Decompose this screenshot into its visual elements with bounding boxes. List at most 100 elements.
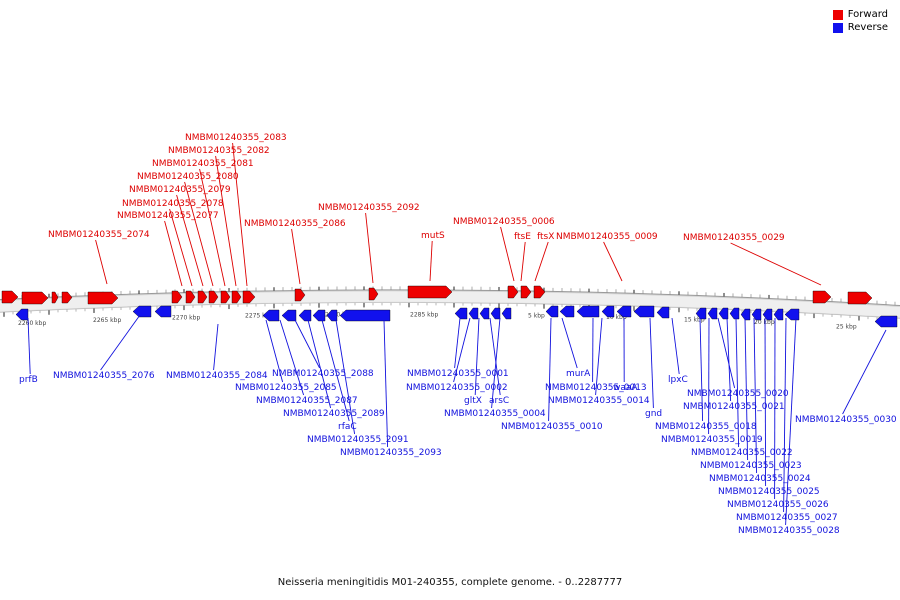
gene-feature-reverse[interactable]: [729, 307, 740, 320]
gene-feature-reverse[interactable]: [559, 305, 575, 318]
gene-feature-reverse[interactable]: [132, 305, 152, 318]
gene-feature-forward[interactable]: [87, 291, 119, 305]
gene-feature-forward[interactable]: [21, 291, 49, 305]
gene-label-layer: NMBM01240355_2074 NMBM01240355_2077 NMBM01…: [19, 133, 897, 536]
gene-feature-reverse[interactable]: [740, 308, 751, 321]
gene-label: NMBM01240355_2091: [307, 435, 409, 445]
gene-feature-reverse[interactable]: [762, 308, 773, 321]
label-leader-line: [474, 317, 480, 396]
label-leader-line: [726, 317, 732, 402]
gene-feature-reverse[interactable]: [633, 305, 655, 318]
gene-label: NMBM01240355_2077: [117, 211, 219, 221]
legend-swatch-forward: [832, 9, 843, 20]
gene-label: NMBM01240355_0027: [736, 513, 838, 523]
gene-feature-forward[interactable]: [294, 288, 306, 302]
tick-label: 25 kbp: [836, 323, 857, 330]
gene-feature-reverse[interactable]: [751, 308, 762, 321]
gene-feature-reverse[interactable]: [601, 305, 615, 318]
gene-label: NMBM01240355_0009: [556, 232, 658, 242]
gene-label: arsC: [489, 396, 509, 406]
gene-feature-forward[interactable]: [242, 290, 256, 304]
gene-feature-reverse[interactable]: [312, 309, 326, 322]
label-leader-line: [365, 212, 374, 284]
label-leader-lines: [27, 142, 887, 526]
gene-label: NMBM01240355_0018: [655, 422, 757, 432]
gene-feature-reverse[interactable]: [718, 307, 729, 320]
tick-label: 10 kbp: [606, 314, 627, 321]
gene-feature-reverse[interactable]: [339, 309, 391, 322]
gene-feature-reverse[interactable]: [874, 315, 898, 328]
gene-feature-reverse[interactable]: [576, 305, 600, 318]
gene-feature-reverse[interactable]: [262, 309, 280, 322]
gene-feature-forward[interactable]: [368, 287, 379, 301]
gene-feature-forward[interactable]: [61, 291, 73, 304]
gene-feature-reverse[interactable]: [154, 305, 172, 318]
label-leader-line: [294, 319, 321, 369]
gene-label: rfaC: [338, 422, 357, 432]
gene-feature-reverse[interactable]: [490, 307, 501, 320]
label-leader-line: [176, 194, 204, 287]
gene-feature-reverse[interactable]: [326, 309, 338, 322]
label-leader-line: [100, 314, 141, 371]
gene-label: NMBM01240355_0023: [700, 461, 802, 471]
tick-label: 20 kbp: [754, 319, 775, 326]
label-leader-line: [603, 241, 623, 282]
gene-feature-layer[interactable]: [1, 285, 898, 328]
legend: Forward Reverse: [832, 8, 888, 34]
gene-feature-forward[interactable]: [51, 291, 59, 304]
gene-label: NMBM01240355_2083: [185, 133, 287, 143]
gene-label: NMBM01240355_0001: [407, 369, 509, 379]
gene-label: NMBM01240355_2082: [168, 146, 270, 156]
label-leader-line: [213, 323, 219, 371]
gene-feature-reverse[interactable]: [468, 307, 479, 320]
gene-feature-forward[interactable]: [812, 290, 832, 304]
gene-feature-reverse[interactable]: [298, 309, 312, 322]
label-leader-line: [335, 319, 356, 435]
gene-feature-forward[interactable]: [171, 290, 183, 304]
gene-feature-reverse[interactable]: [656, 306, 670, 319]
gene-feature-forward[interactable]: [220, 290, 231, 304]
gene-label: NMBM01240355_0030: [795, 415, 897, 425]
gene-label: NMBM01240355_0019: [661, 435, 763, 445]
label-leader-line: [649, 317, 654, 409]
gene-feature-reverse[interactable]: [773, 308, 784, 321]
gene-feature-forward[interactable]: [231, 290, 242, 304]
genome-caption: Neisseria meningitidis M01-240355, compl…: [277, 577, 623, 588]
tick-label: 15 kbp: [684, 316, 705, 323]
gene-feature-forward[interactable]: [197, 290, 208, 304]
gene-feature-reverse[interactable]: [454, 307, 468, 320]
gene-feature-forward[interactable]: [847, 291, 873, 305]
label-leader-line: [753, 317, 758, 474]
gene-feature-forward[interactable]: [533, 285, 546, 299]
label-leader-line: [783, 317, 787, 513]
gene-feature-forward[interactable]: [520, 285, 532, 299]
gene-feature-reverse[interactable]: [784, 308, 800, 321]
gene-feature-reverse[interactable]: [707, 307, 718, 320]
gene-label: NMBM01240355_0020: [687, 389, 789, 399]
tick-label: 2270 kbp: [172, 314, 200, 321]
label-leader-line: [184, 181, 214, 287]
gene-label: NMBM01240355_2080: [137, 172, 239, 182]
gene-label: lpxC: [668, 375, 688, 385]
label-leader-line: [671, 317, 680, 375]
gene-feature-forward[interactable]: [407, 285, 453, 299]
gene-feature-reverse[interactable]: [616, 305, 632, 318]
tick-label: 2260 kbp: [18, 320, 46, 327]
gene-label: NMBM01240355_0022: [691, 448, 793, 458]
gene-feature-forward[interactable]: [185, 290, 196, 304]
gene-feature-reverse[interactable]: [479, 307, 490, 320]
gene-feature-forward[interactable]: [507, 285, 519, 299]
gene-feature-reverse[interactable]: [281, 309, 297, 322]
gene-feature-reverse[interactable]: [501, 307, 512, 320]
gene-feature-forward[interactable]: [1, 290, 19, 304]
gene-label: NMBM01240355_2093: [340, 448, 442, 458]
label-leader-line: [735, 317, 740, 448]
legend-item-reverse: Reverse: [832, 21, 888, 34]
legend-label-forward: Forward: [847, 9, 888, 20]
gene-feature-reverse[interactable]: [695, 307, 707, 320]
gene-label: NMBM01240355_2076: [53, 371, 155, 381]
gene-label: NMBM01240355_0029: [683, 233, 785, 243]
gene-feature-reverse[interactable]: [545, 305, 559, 318]
gene-label: prfB: [19, 375, 38, 385]
gene-feature-forward[interactable]: [208, 290, 219, 304]
